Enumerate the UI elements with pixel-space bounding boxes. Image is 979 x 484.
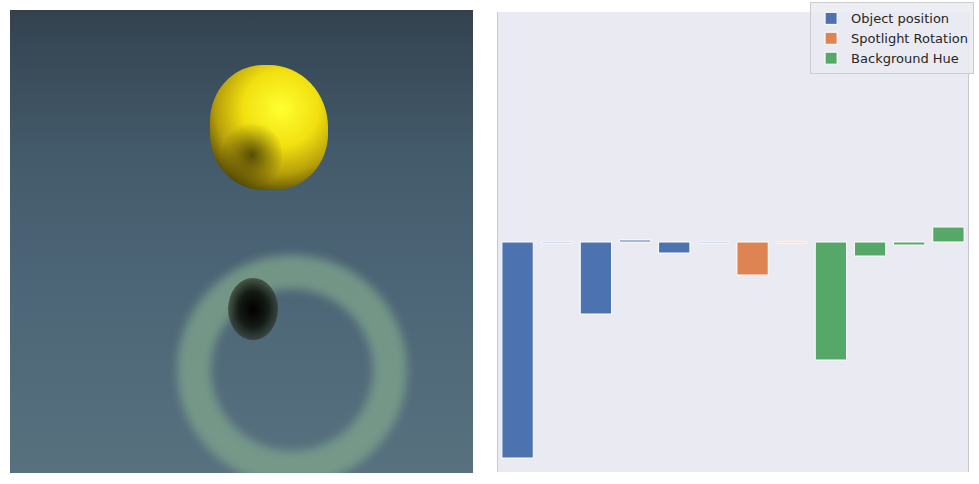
svg-text:Background Hue: Background Hue bbox=[851, 51, 959, 66]
svg-text:Spotlight Rotation: Spotlight Rotation bbox=[851, 31, 968, 46]
svg-text:Object position: Object position bbox=[851, 11, 949, 26]
